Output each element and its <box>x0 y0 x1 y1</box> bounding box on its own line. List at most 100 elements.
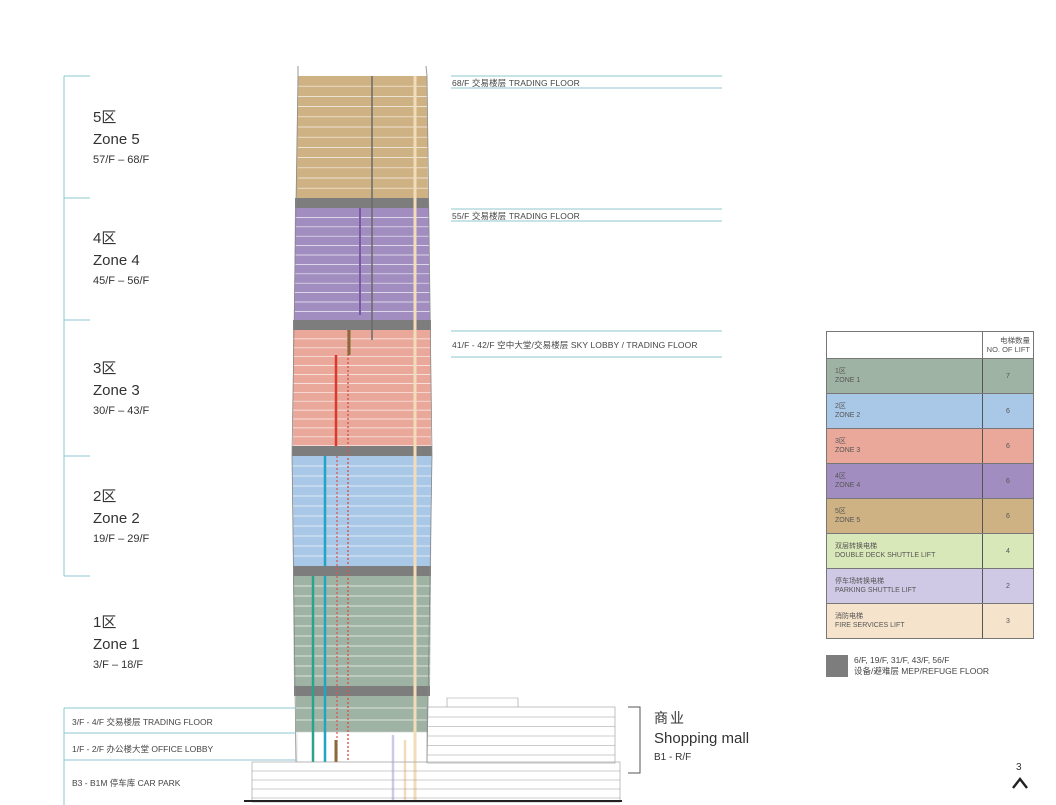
legend-row-name: 5区 ZONE 5 <box>826 498 983 534</box>
mep-floor-6 <box>294 686 430 696</box>
legend-row-count: 2 <box>982 568 1034 604</box>
mall-floors: B1 - R/F <box>654 752 692 763</box>
zone-1-label: 1区 Zone 1 3/F – 18/F <box>93 612 143 673</box>
legend-header-cn: 电梯数量 <box>1000 336 1030 345</box>
legend-row-cn: 2区 <box>835 403 846 410</box>
zone-en: Zone 2 <box>93 510 140 527</box>
zone-en: Zone 3 <box>93 382 140 399</box>
legend-row-en: PARKING SHUTTLE LIFT <box>835 587 917 594</box>
legend-row-cn: 消防电梯 <box>835 613 863 620</box>
mep-legend: 6/F, 19/F, 31/F, 43/F, 56/F 设备/避难层 MEP/R… <box>854 655 989 677</box>
zone-1-block <box>293 576 431 686</box>
zone-en: Zone 5 <box>93 131 140 148</box>
zone-en: Zone 4 <box>93 252 140 269</box>
legend-row: 3区 ZONE 3 6 <box>826 428 1034 464</box>
zone-floors: 57/F – 68/F <box>93 154 150 166</box>
legend-row-name: 3区 ZONE 3 <box>826 428 983 464</box>
legend-row-count: 7 <box>982 358 1034 394</box>
page-number: 3 <box>1016 762 1022 773</box>
legend-row-cn: 双层转换电梯 <box>835 543 877 550</box>
legend-row-en: ZONE 3 <box>835 447 861 454</box>
zone-5-label: 5区 Zone 5 57/F – 68/F <box>93 107 149 168</box>
mep-floor-19 <box>293 566 431 576</box>
legend-row-en: ZONE 2 <box>835 412 861 419</box>
legend-row-cn: 3区 <box>835 438 846 445</box>
zone-3-label: 3区 Zone 3 30/F – 43/F <box>93 358 149 419</box>
office-lobby-label: 1/F - 2/F 办公楼大堂 OFFICE LOBBY <box>72 744 214 754</box>
trading-floor-block <box>296 696 428 732</box>
chevron-up-icon <box>1012 777 1028 789</box>
zone-floors: 3/F – 18/F <box>93 659 144 671</box>
tower <box>291 65 433 763</box>
legend-row-en: ZONE 1 <box>835 377 861 384</box>
legend-row: 双层转换电梯 DOUBLE DECK SHUTTLE LIFT 4 <box>826 533 1034 569</box>
mep-floors: 6/F, 19/F, 31/F, 43/F, 56/F <box>854 655 950 665</box>
mep-swatch <box>826 655 848 677</box>
lift-legend: 电梯数量 NO. OF LIFT 1区 ZONE 1 7 2区 ZONE 2 6 3区 ZON… <box>826 331 1034 639</box>
legend-row: 2区 ZONE 2 6 <box>826 393 1034 429</box>
lift-shafts <box>311 76 417 800</box>
legend-row-name: 消防电梯 FIRE SERVICES LIFT <box>826 603 983 639</box>
legend-row-en: ZONE 4 <box>835 482 861 489</box>
mep-floor-56 <box>295 198 429 208</box>
legend-row-en: DOUBLE DECK SHUTTLE LIFT <box>835 552 936 559</box>
zone-cn: 1区 <box>93 614 117 631</box>
legend-header-en: NO. OF LIFT <box>986 345 1030 354</box>
legend-row-cn: 5区 <box>835 508 846 515</box>
legend-row: 停车场转换电梯 PARKING SHUTTLE LIFT 2 <box>826 568 1034 604</box>
legend-row-cn: 1区 <box>835 368 846 375</box>
podium <box>251 697 621 803</box>
legend-row-count: 6 <box>982 463 1034 499</box>
zone-cn: 5区 <box>93 109 117 126</box>
zone-2-block <box>292 456 432 566</box>
zone-floors: 45/F – 56/F <box>93 275 150 287</box>
legend-row-count: 4 <box>982 533 1034 569</box>
callout-41f-42f: 41/F - 42/F 空中大堂/交易楼层 SKY LOBBY / TRADIN… <box>452 340 698 350</box>
legend-row-count: 6 <box>982 498 1034 534</box>
shopping-mall-label: 商业 Shopping mall B1 - R/F <box>654 708 749 766</box>
mep-label: 设备/避难层 MEP/REFUGE FLOOR <box>854 666 990 676</box>
mall-cn: 商业 <box>654 710 686 726</box>
scroll-up-icon[interactable] <box>1011 776 1029 795</box>
legend-row-name: 4区 ZONE 4 <box>826 463 983 499</box>
mall-en: Shopping mall <box>654 730 750 747</box>
car-park-label: B3 - B1M 停车库 CAR PARK <box>72 778 181 788</box>
legend-row-count: 6 <box>982 428 1034 464</box>
mep-floor-31 <box>292 446 432 456</box>
legend-row-cn: 4区 <box>835 473 846 480</box>
zone-en: Zone 1 <box>93 636 140 653</box>
callout-lines <box>451 75 722 358</box>
zone-bracket <box>63 75 90 577</box>
legend-header-count: 电梯数量 NO. OF LIFT <box>982 331 1034 359</box>
legend-row-name: 停车场转换电梯 PARKING SHUTTLE LIFT <box>826 568 983 604</box>
legend-row: 消防电梯 FIRE SERVICES LIFT 3 <box>826 603 1034 639</box>
zone-4-block <box>294 208 430 320</box>
legend-row: 1区 ZONE 1 7 <box>826 358 1034 394</box>
zone-3-block <box>293 330 431 446</box>
legend-row-cn: 停车场转换电梯 <box>835 578 884 585</box>
zone-4-label: 4区 Zone 4 45/F – 56/F <box>93 228 149 289</box>
legend-row-count: 6 <box>982 393 1034 429</box>
callout-68f: 68/F 交易楼层 TRADING FLOOR <box>452 78 580 88</box>
zone-cn: 3区 <box>93 360 117 377</box>
legend-row-name: 2区 ZONE 2 <box>826 393 983 429</box>
legend-row: 4区 ZONE 4 6 <box>826 463 1034 499</box>
legend-row-name: 1区 ZONE 1 <box>826 358 983 394</box>
callout-55f: 55/F 交易楼层 TRADING FLOOR <box>452 211 580 221</box>
bottom-label-lines <box>63 707 296 805</box>
lobby-block <box>296 731 428 763</box>
legend-row: 5区 ZONE 5 6 <box>826 498 1034 534</box>
zone-cn: 4区 <box>93 230 117 247</box>
zone-2-label: 2区 Zone 2 19/F – 29/F <box>93 486 149 547</box>
legend-header: 电梯数量 NO. OF LIFT <box>826 331 1034 359</box>
legend-row-en: FIRE SERVICES LIFT <box>835 622 905 629</box>
mall-bracket <box>628 706 641 774</box>
zone-cn: 2区 <box>93 488 117 505</box>
zone-floors: 30/F – 43/F <box>93 405 150 417</box>
mep-floor-43 <box>293 320 431 330</box>
zone-floors: 19/F – 29/F <box>93 533 150 545</box>
trading-floor-label: 3/F - 4/F 交易楼层 TRADING FLOOR <box>72 717 213 727</box>
legend-row-name: 双层转换电梯 DOUBLE DECK SHUTTLE LIFT <box>826 533 983 569</box>
legend-row-count: 3 <box>982 603 1034 639</box>
